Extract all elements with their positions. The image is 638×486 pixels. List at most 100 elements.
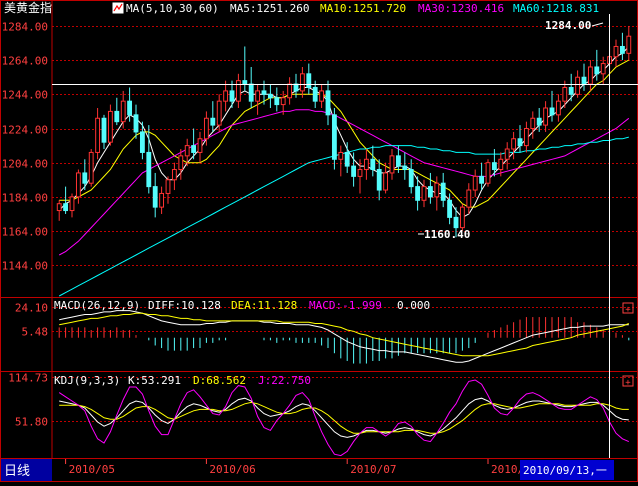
candle-up (421, 186, 427, 201)
candle-up (69, 196, 75, 212)
candle-up (472, 175, 478, 191)
candle-up (255, 90, 261, 102)
candle-up (159, 192, 165, 208)
candle-up (178, 155, 184, 171)
ma-line-ma30 (58, 109, 630, 256)
candle-up (498, 158, 504, 171)
candle-down (63, 203, 69, 212)
macd-hist-value: MACD:-1.999 (309, 299, 382, 312)
ma-line-ma60 (58, 136, 629, 297)
candle-down (491, 162, 497, 171)
kdj-k-value: K:53.291 (128, 374, 181, 387)
candle-up (319, 90, 325, 102)
candle-down (127, 100, 133, 116)
candle-down (101, 117, 107, 143)
candle-down (453, 216, 459, 229)
x-tick-label: 2010/07 (350, 463, 396, 476)
candle-down (415, 186, 421, 201)
ma60-value: MA60:1218.831 (513, 2, 599, 15)
candle-down (344, 151, 350, 167)
candle-up (216, 100, 222, 126)
main-y-tick-label: 1164.00 (2, 226, 48, 239)
candle-down (581, 76, 587, 85)
candle-up (485, 162, 491, 184)
macd-layer (58, 310, 630, 364)
candle-up (543, 107, 549, 126)
candle-down (619, 45, 625, 54)
macd-y-tick-label: 24.10 (15, 302, 48, 315)
candle-up (338, 151, 344, 160)
macd-line-diff (59, 310, 629, 363)
candle-down (306, 73, 312, 88)
macd-line-dea (59, 312, 629, 357)
candle-up (223, 90, 229, 102)
kdj-expand-button[interactable]: + (622, 375, 634, 388)
candle-down (152, 186, 158, 208)
candle-down (351, 165, 357, 177)
candle-up (95, 117, 101, 153)
candle-down (242, 80, 248, 85)
candle-down (274, 97, 280, 106)
candle-up (184, 145, 190, 157)
candle-down (139, 131, 145, 153)
candle-down (325, 90, 331, 116)
candle-down (210, 117, 216, 126)
candle-down (82, 172, 88, 184)
ma10-value: MA10:1251.720 (320, 2, 406, 15)
main-y-tick-label: 1244.00 (2, 89, 48, 102)
candle-down (133, 114, 139, 133)
candle-down (536, 117, 542, 126)
candle-up (523, 128, 529, 147)
candle-down (191, 145, 197, 153)
candle-up (575, 76, 581, 95)
candle-down (114, 110, 120, 123)
candle-up (530, 117, 536, 130)
grid-layer (52, 26, 638, 422)
macd-y-tick-label: 5.48 (22, 326, 49, 339)
macd-diff-value: DIFF:10.128 (148, 299, 221, 312)
candle-up (203, 117, 209, 140)
ma30-value: MA30:1230.416 (418, 2, 504, 15)
kdj-label: KDJ(9,3,3) (54, 374, 120, 387)
ma-toggle-icon[interactable] (112, 2, 124, 14)
high-annotation: 1284.00 (545, 19, 591, 32)
kdj-y-tick-label: 51.80 (15, 416, 48, 429)
macd-expand-button[interactable]: + (622, 302, 634, 315)
cursor-date: 2010/09/13,一 (523, 464, 607, 477)
main-y-tick-label: 1224.00 (2, 124, 48, 137)
candle-up (235, 80, 241, 102)
candle-up (75, 172, 81, 198)
high-annotation-pointer (591, 22, 604, 27)
candle-down (408, 169, 414, 188)
macd-dea-value: DEA:11.128 (231, 299, 297, 312)
candle-up (171, 169, 177, 181)
candle-up (389, 155, 395, 174)
candle-up (363, 158, 369, 171)
candle-up (504, 148, 510, 160)
period-tab-daily[interactable] (1, 459, 52, 481)
main-y-tick-label: 1264.00 (2, 55, 48, 68)
candle-up (587, 66, 593, 85)
candle-down (427, 186, 433, 198)
candle-down (594, 66, 600, 75)
candle-up (197, 138, 203, 153)
candle-up (562, 86, 568, 102)
candle-up (287, 83, 293, 99)
candle-down (568, 86, 574, 95)
candle-up (383, 172, 389, 191)
candle-down (447, 199, 453, 218)
macd-extra-value: 0.000 (397, 299, 430, 312)
ma-label: MA(5,10,30,60) (126, 2, 219, 15)
candle-down (146, 151, 152, 188)
candle-down (402, 165, 408, 171)
candle-up (120, 100, 126, 123)
period-tab-label: 日线 (4, 464, 30, 479)
candle-up (107, 110, 113, 143)
candlestick-layer (56, 25, 632, 238)
main-y-tick-label: 1184.00 (2, 192, 48, 205)
x-tick-label: 2010/05 (69, 463, 115, 476)
main-y-tick-label: 1144.00 (2, 260, 48, 273)
candle-down (331, 114, 337, 160)
